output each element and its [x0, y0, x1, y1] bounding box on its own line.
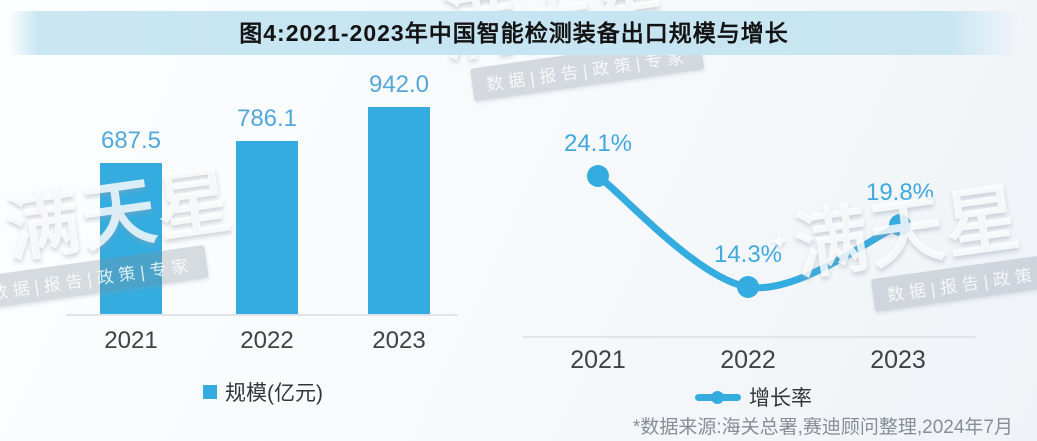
line-value-label: 14.3% — [713, 241, 783, 268]
line-value-label: 19.8% — [865, 179, 935, 206]
data-point-marker — [889, 214, 911, 236]
bar-chart-legend: 规模(亿元) — [203, 377, 323, 407]
bar-legend-label: 规模(亿元) — [225, 382, 323, 405]
data-source-footnote: *数据来源:海关总署,赛迪顾问整理,2024年7月 — [632, 417, 1013, 438]
line-legend-label: 增长率 — [749, 387, 812, 410]
bar-value-label: 942.0 — [368, 71, 430, 98]
line-value-label: 24.1% — [563, 130, 633, 157]
line-x-tick: 2021 — [570, 346, 626, 374]
line-chart-x-axis — [523, 336, 976, 338]
export-bar — [236, 141, 298, 314]
bar-x-tick: 2023 — [372, 327, 426, 354]
bar-value-label: 786.1 — [236, 105, 298, 132]
bar-x-tick: 2022 — [240, 327, 294, 354]
data-point-marker — [587, 165, 609, 187]
bar-value-label: 687.5 — [100, 127, 162, 154]
line-x-tick: 2023 — [870, 346, 926, 374]
figure-title: 图4:2021-2023年中国智能检测装备出口规模与增长 — [239, 20, 789, 46]
export-bar — [100, 163, 162, 314]
line-chart-legend: 增长率 — [695, 382, 812, 412]
bar-legend-swatch-icon — [203, 385, 217, 399]
line-legend-dot-icon — [711, 390, 724, 404]
bar-x-tick: 2021 — [104, 327, 158, 354]
title-band: 图4:2021-2023年中国智能检测装备出口规模与增长 — [8, 11, 1020, 55]
line-legend-marker-icon — [695, 390, 741, 404]
line-x-tick: 2022 — [720, 346, 776, 374]
data-point-marker — [737, 276, 759, 298]
bar-chart-x-axis — [66, 314, 458, 316]
growth-line — [594, 172, 904, 292]
export-bar — [368, 107, 430, 314]
